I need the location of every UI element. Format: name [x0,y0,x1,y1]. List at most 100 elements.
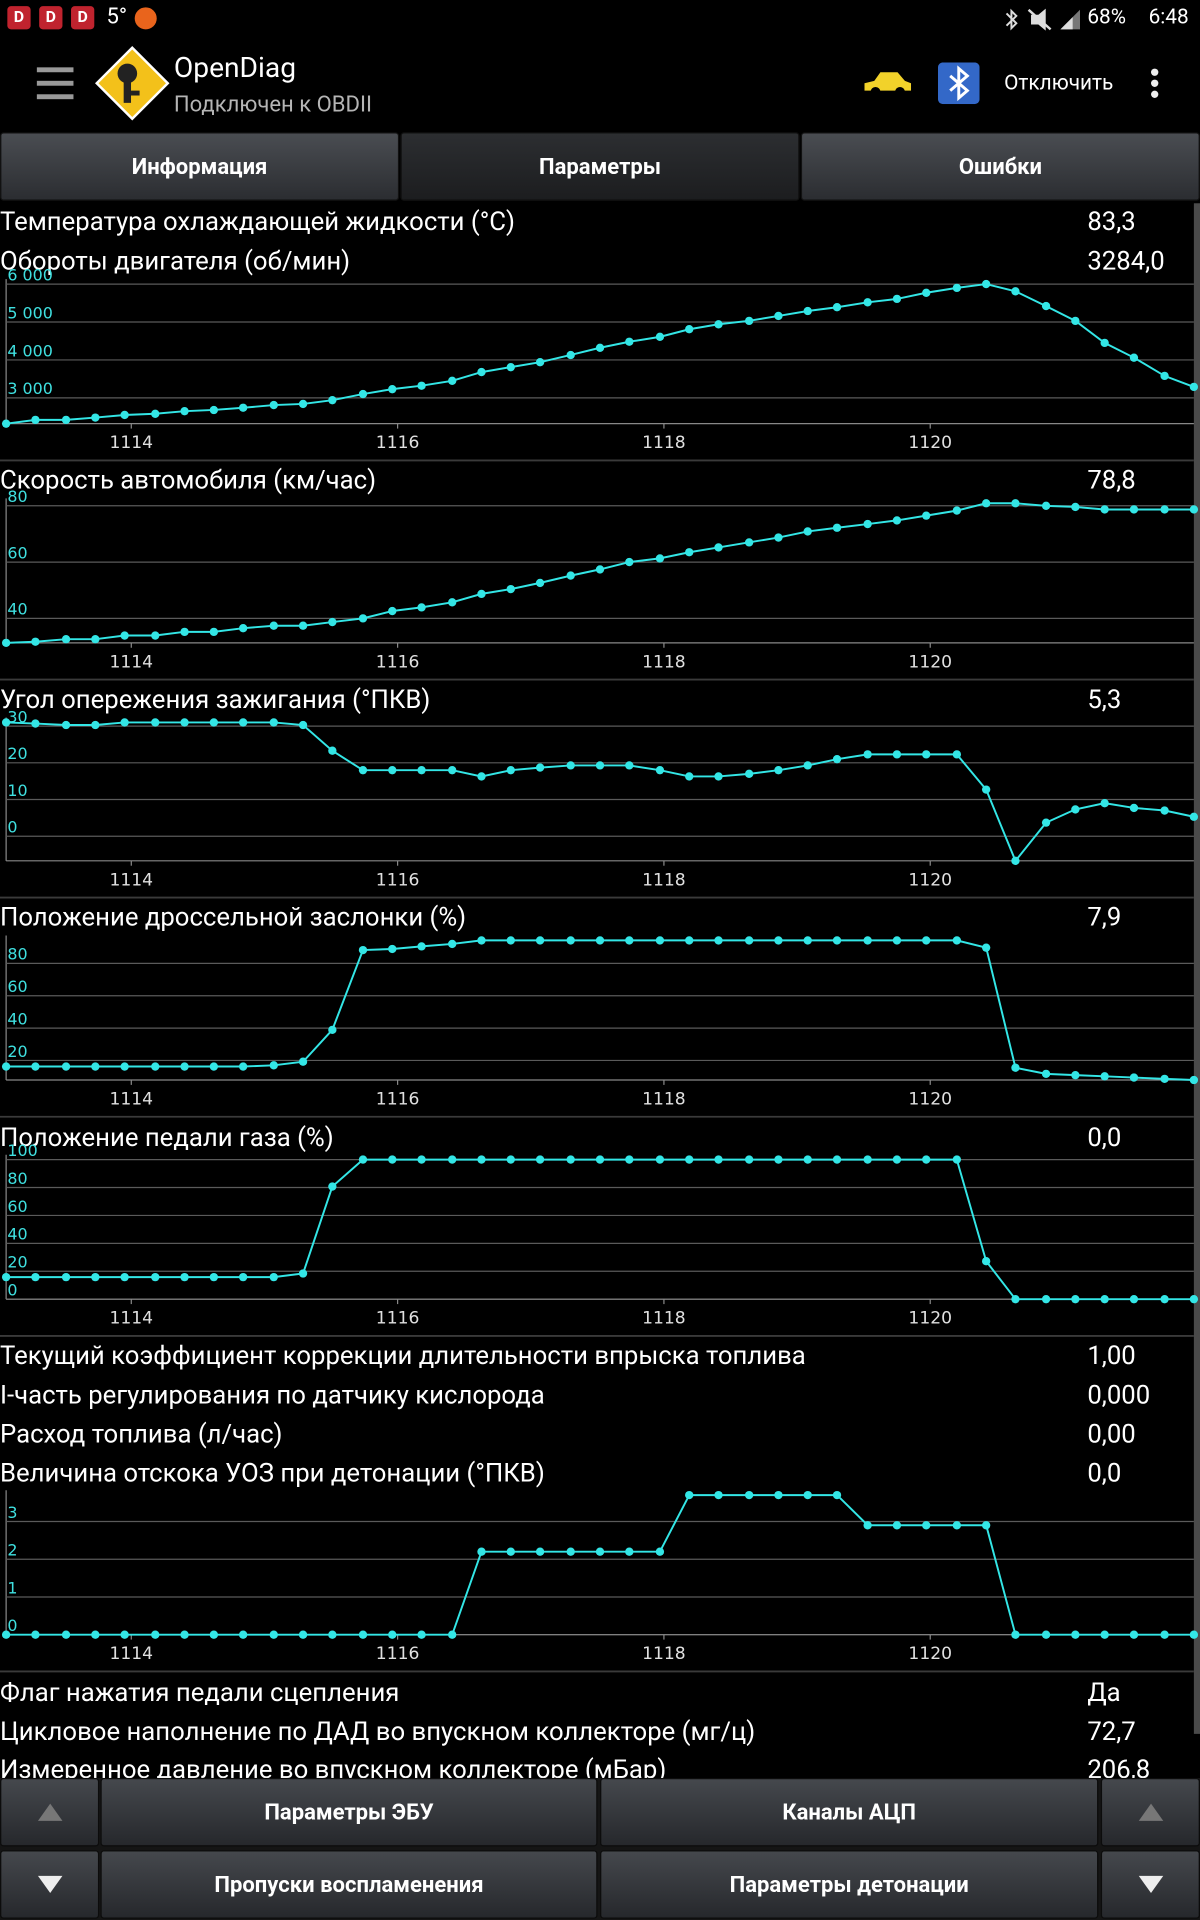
x-tick-label: 1114 [109,1644,153,1664]
scroll-up-button[interactable] [0,1777,100,1847]
data-point [1071,316,1080,326]
status-bar: D D D 5° 68% 6:48 [0,0,1200,37]
data-point [151,1630,160,1639]
app-logo [95,46,170,121]
y-tick-label: 10 [7,781,27,800]
data-point [506,362,515,372]
data-point [298,399,308,409]
nav-button[interactable]: Параметры детонации [600,1850,1099,1919]
data-point [1100,505,1109,514]
data-point [922,1521,931,1530]
data-point [625,936,634,945]
data-point [477,1547,486,1556]
x-tick-label: 1116 [376,652,420,672]
parameter-value: 0,000 [1087,1381,1151,1411]
y-tick-label: 5 000 [7,303,53,322]
parameter-value: Да [1087,1678,1121,1709]
data-point [1041,1295,1051,1304]
data-point [180,627,189,637]
data-point [774,533,783,542]
data-point [535,358,545,367]
tab[interactable]: Информация [0,132,400,201]
data-point [1011,856,1020,865]
data-point [298,720,308,730]
data-point [952,1521,962,1530]
battery: 68% [1087,4,1126,30]
data-point [417,603,426,612]
data-point [61,415,71,425]
x-tick-label: 1116 [376,1309,420,1329]
data-point [298,1269,308,1278]
overflow-menu[interactable] [1146,66,1163,103]
parameter-value: 0,00 [1087,1420,1136,1450]
data-point [774,936,783,945]
data-point [91,1272,100,1282]
data-point [91,635,100,644]
data-point [328,1025,337,1035]
data-point [566,1547,575,1556]
x-tick-label: 1114 [109,1089,153,1109]
tab[interactable]: Ошибки [800,132,1200,201]
scroll-down-button[interactable] [0,1850,100,1919]
data-point [625,1155,634,1164]
x-tick-label: 1116 [376,870,420,890]
nav-button[interactable]: Пропуски воспламенения [100,1850,598,1919]
data-point [625,337,634,346]
data-point [714,772,723,781]
data-point [744,1155,754,1164]
parameter-value: 5,3 [1087,685,1122,716]
disconnect-button[interactable]: Отключить [1004,71,1114,96]
data-point [892,750,902,759]
data-point [180,1062,189,1071]
status-icons [1005,8,1080,31]
y-tick-label: 3 000 [7,379,53,398]
data-point [448,765,457,775]
data-point [981,1257,991,1266]
data-point [566,761,575,770]
data-point [981,785,991,794]
data-point [358,1630,368,1639]
nav-button[interactable]: Параметры ЭБУ [100,1777,598,1847]
data-point [685,772,694,781]
data-point [1,1062,11,1071]
parameter-name: Цикловое наполнение по ДАД во впускном к… [0,1717,756,1748]
data-point [388,765,397,775]
scroll-down-button[interactable] [1100,1850,1200,1919]
data-point [714,543,723,552]
data-point [1160,1074,1169,1084]
data-point [1011,499,1020,508]
menu-button[interactable] [36,64,76,103]
data-point [714,1155,723,1164]
data-point [388,1155,397,1164]
data-point [803,306,812,316]
data-point [91,720,100,730]
parameter-name: Обороты двигателя (об/мин) [0,247,351,277]
tab-selected[interactable]: Параметры [400,132,800,201]
parameter-value: 83,3 [1087,208,1136,238]
parameter-name: Скорость автомобиля (км/час) [0,466,377,496]
nav-button[interactable]: Каналы АЦП [600,1777,1099,1847]
data-point [1189,505,1199,514]
data-point [1160,1295,1169,1304]
data-point [535,763,545,772]
data-point [269,1272,278,1282]
data-point [1011,1295,1020,1304]
data-point [238,1272,248,1282]
notification-icon: D [71,6,95,30]
data-point [803,936,812,945]
data-point [595,1155,605,1164]
data-point [566,571,575,580]
data-point [1041,1069,1051,1079]
x-tick-label: 1118 [642,1089,686,1109]
data-point [981,1521,991,1530]
data-point [417,381,426,390]
data-point [388,1630,397,1639]
data-point [744,538,754,547]
bluetooth-button[interactable] [937,62,980,105]
data-point [1011,1630,1020,1639]
scroll-up-button[interactable] [1100,1777,1200,1847]
data-point [774,311,783,321]
data-point [535,1155,545,1164]
x-tick-label: 1120 [908,652,952,672]
